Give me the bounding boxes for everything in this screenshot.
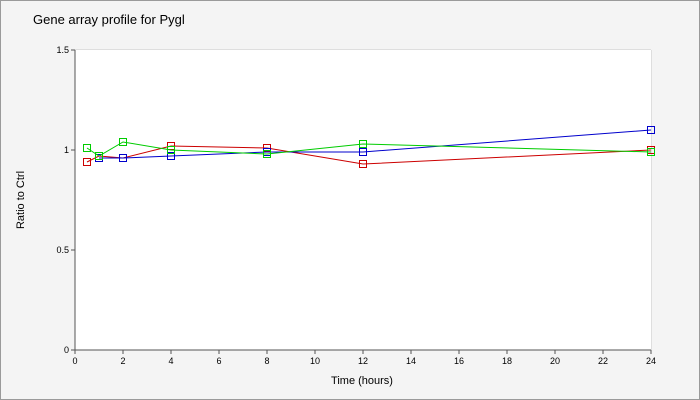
x-tick-label: 2 bbox=[120, 356, 125, 366]
series-line bbox=[86, 141, 652, 157]
x-tick-label: 0 bbox=[72, 356, 77, 366]
x-tick-label: 22 bbox=[598, 356, 608, 366]
data-point-marker bbox=[359, 148, 367, 156]
data-point-marker bbox=[167, 152, 175, 160]
plot-area bbox=[75, 50, 651, 350]
data-point-marker bbox=[83, 144, 91, 152]
x-tick-label: 14 bbox=[406, 356, 416, 366]
data-point-marker bbox=[83, 158, 91, 166]
data-point-marker bbox=[359, 140, 367, 148]
x-tick-label: 4 bbox=[168, 356, 173, 366]
x-tick-label: 10 bbox=[310, 356, 320, 366]
data-point-marker bbox=[119, 138, 127, 146]
data-point-marker bbox=[167, 146, 175, 154]
x-tick-label: 16 bbox=[454, 356, 464, 366]
data-point-marker bbox=[263, 150, 271, 158]
x-axis-label: Time (hours) bbox=[331, 375, 393, 387]
x-tick-label: 12 bbox=[358, 356, 368, 366]
x-tick-label: 8 bbox=[264, 356, 269, 366]
y-tick-label: 0.5 bbox=[56, 245, 69, 255]
series-3 bbox=[83, 138, 655, 160]
data-point-marker bbox=[119, 154, 127, 162]
y-tick-label: 1 bbox=[64, 145, 69, 155]
data-point-marker bbox=[359, 160, 367, 168]
x-tick-label: 20 bbox=[550, 356, 560, 366]
chart-title: Gene array profile for Pygl bbox=[33, 12, 185, 27]
y-tick-label: 0 bbox=[64, 345, 69, 355]
y-axis-label: Ratio to Ctrl bbox=[15, 171, 27, 229]
series-layer bbox=[83, 126, 655, 168]
data-point-marker bbox=[95, 152, 103, 160]
x-tick-label: 6 bbox=[216, 356, 221, 366]
x-tick-label: 18 bbox=[502, 356, 512, 366]
y-tick-label: 1.5 bbox=[56, 45, 69, 55]
axes bbox=[74, 50, 651, 351]
data-point-marker bbox=[647, 148, 655, 156]
data-point-marker bbox=[647, 126, 655, 134]
x-tick-label: 24 bbox=[646, 356, 656, 366]
